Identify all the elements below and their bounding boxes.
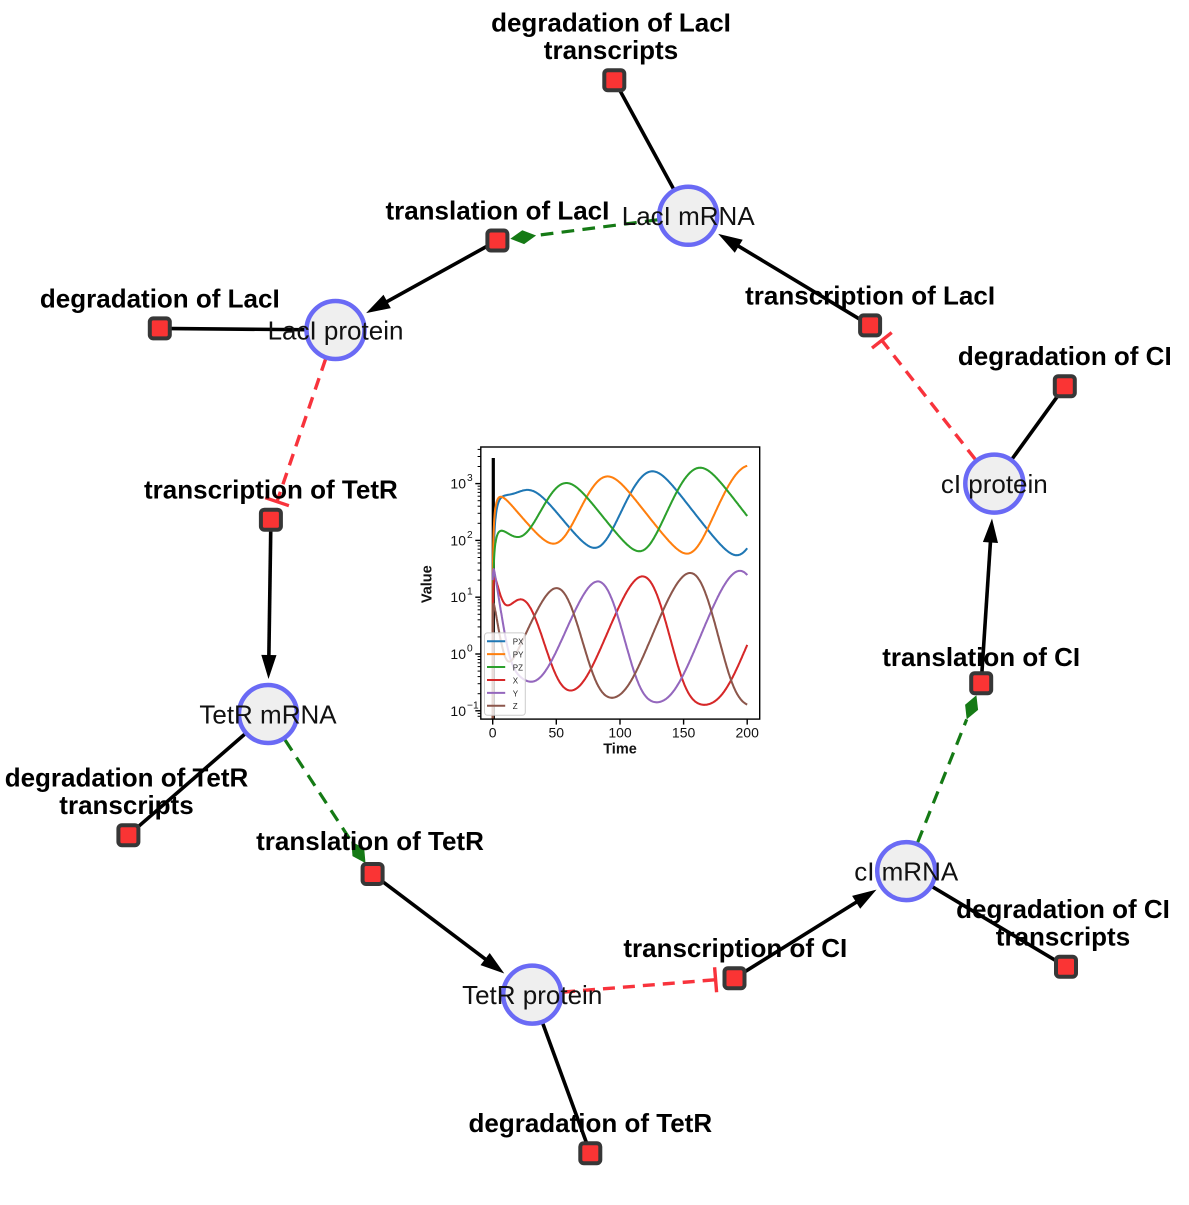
- svg-text:transcription of CI: transcription of CI: [623, 933, 847, 963]
- svg-text:transcription of TetR: transcription of TetR: [144, 475, 398, 505]
- svg-text:transcription of LacI: transcription of LacI: [745, 280, 995, 310]
- svg-text:Z: Z: [513, 702, 518, 711]
- svg-text:degradation of TetR: degradation of TetR: [5, 763, 249, 793]
- svg-text:degradation of LacI: degradation of LacI: [40, 283, 280, 313]
- svg-text:Value: Value: [419, 565, 435, 603]
- svg-text:degradation of CI: degradation of CI: [956, 894, 1170, 924]
- svg-text:PY: PY: [513, 651, 524, 660]
- svg-text:TetR mRNA: TetR mRNA: [199, 699, 337, 729]
- svg-text:TetR protein: TetR protein: [462, 980, 602, 1010]
- svg-text:1: 1: [467, 587, 473, 598]
- svg-text:2: 2: [467, 530, 473, 541]
- svg-text:Time: Time: [603, 742, 637, 758]
- svg-text:LacI protein: LacI protein: [268, 315, 404, 345]
- svg-text:transcripts: transcripts: [59, 790, 193, 820]
- svg-text:PX: PX: [513, 638, 524, 647]
- svg-text:10: 10: [450, 703, 466, 719]
- svg-text:translation of LacI: translation of LacI: [385, 196, 609, 226]
- svg-text:50: 50: [549, 725, 565, 741]
- svg-text:LacI mRNA: LacI mRNA: [622, 201, 756, 231]
- svg-text:−1: −1: [467, 700, 479, 711]
- svg-text:Y: Y: [513, 689, 519, 698]
- svg-text:translation of CI: translation of CI: [882, 642, 1080, 672]
- svg-text:10: 10: [450, 589, 466, 605]
- svg-text:10: 10: [450, 476, 466, 492]
- svg-text:transcripts: transcripts: [996, 922, 1130, 952]
- svg-text:10: 10: [450, 532, 466, 548]
- svg-text:translation of TetR: translation of TetR: [256, 826, 484, 856]
- svg-text:PZ: PZ: [513, 663, 523, 672]
- svg-text:X: X: [513, 676, 519, 685]
- svg-text:cI protein: cI protein: [941, 469, 1048, 499]
- svg-text:3: 3: [467, 473, 473, 484]
- svg-text:degradation of TetR: degradation of TetR: [468, 1108, 712, 1138]
- svg-text:10: 10: [450, 646, 466, 662]
- svg-text:cI mRNA: cI mRNA: [854, 856, 959, 886]
- svg-text:0: 0: [489, 725, 497, 741]
- svg-text:200: 200: [736, 725, 760, 741]
- svg-text:100: 100: [608, 725, 632, 741]
- svg-text:transcripts: transcripts: [544, 35, 678, 65]
- svg-text:150: 150: [672, 725, 696, 741]
- svg-text:degradation of LacI: degradation of LacI: [491, 8, 731, 38]
- svg-text:0: 0: [467, 644, 473, 655]
- svg-text:degradation of CI: degradation of CI: [958, 341, 1172, 371]
